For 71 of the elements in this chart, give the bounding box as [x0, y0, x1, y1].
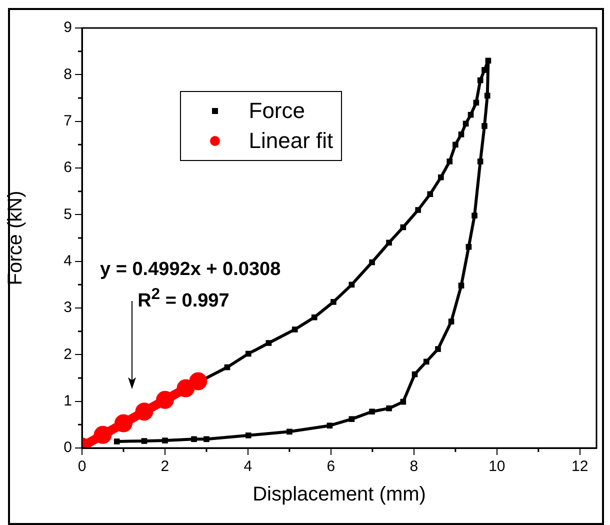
point: [326, 422, 333, 429]
point: [485, 58, 492, 64]
point: [477, 158, 484, 164]
point: [458, 282, 464, 289]
y-tick-label: 2: [64, 346, 72, 363]
y-tick-label: 5: [64, 206, 72, 223]
point: [452, 142, 458, 148]
point: [466, 244, 472, 250]
point: [484, 92, 490, 99]
point: [292, 326, 298, 332]
point: [477, 77, 484, 84]
point: [245, 432, 252, 438]
x-tick-label: 0: [78, 458, 86, 476]
point: [462, 120, 469, 127]
x-tick-label: 4: [244, 458, 252, 476]
y-tick-label: 9: [64, 19, 72, 36]
point: [286, 428, 292, 435]
point: [458, 131, 464, 138]
point: [473, 100, 480, 106]
point: [427, 191, 434, 198]
point: [472, 212, 478, 219]
point: [94, 426, 112, 444]
point: [435, 346, 441, 352]
y-tick-label: 3: [64, 299, 72, 316]
point: [482, 123, 488, 129]
point: [266, 340, 272, 346]
point: [412, 371, 418, 378]
point: [114, 438, 120, 444]
point: [400, 224, 406, 230]
point: [448, 318, 454, 324]
point: [369, 259, 375, 266]
x-tick-label: 2: [160, 458, 170, 476]
point: [386, 240, 392, 246]
annotation: y = 0.4992x + 0.0308: [100, 259, 281, 281]
point: [330, 299, 336, 305]
point: [191, 436, 197, 442]
point: [348, 416, 355, 422]
y-tick-label: 1: [64, 392, 72, 410]
point: [415, 207, 421, 213]
point: [245, 350, 252, 357]
y-tick-label: 0: [64, 439, 72, 456]
point: [135, 402, 154, 421]
x-tick-label: 6: [326, 458, 336, 476]
x-tick-label: 8: [410, 458, 418, 476]
y-tick-label: 6: [64, 159, 72, 176]
y-tick-label: 7: [64, 112, 72, 130]
point: [400, 398, 406, 405]
point: [114, 414, 132, 432]
point: [141, 438, 148, 444]
point: [224, 364, 230, 370]
point: [369, 408, 375, 415]
y-tick-label: 8: [64, 66, 72, 83]
point: [468, 112, 474, 118]
point: [156, 390, 174, 409]
point: [176, 379, 195, 398]
point: [446, 158, 453, 164]
point: [311, 314, 318, 320]
legend-label: Linear fit: [248, 128, 334, 154]
point: [348, 282, 355, 288]
x-tick-label: 10: [488, 458, 506, 476]
point: [423, 358, 430, 365]
y-tick-label: 4: [64, 252, 72, 270]
x-tick-label: 12: [572, 458, 588, 476]
point: [189, 372, 208, 390]
annotation: R$^{2}$ = 0.997: [138, 286, 230, 313]
legend-label: Force: [248, 98, 305, 124]
x-axis-title: Displacement (mm): [252, 484, 426, 506]
point: [386, 405, 392, 412]
point: [438, 174, 444, 180]
point: [162, 438, 168, 444]
point: [204, 436, 210, 442]
